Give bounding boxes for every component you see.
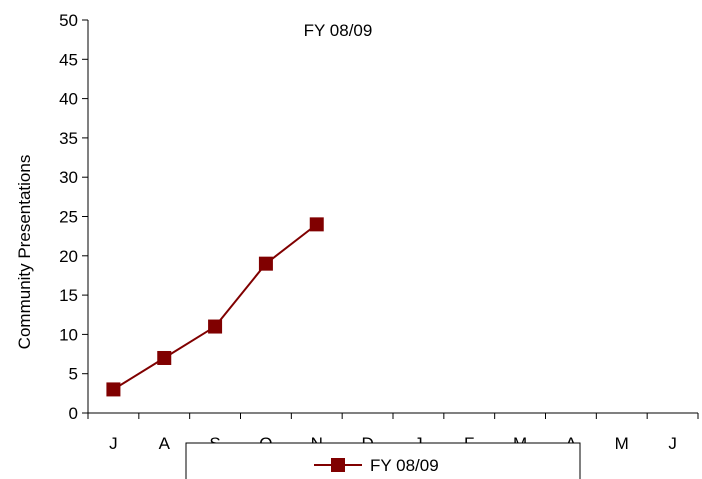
legend-label: FY 08/09 <box>370 456 439 475</box>
data-point <box>106 382 121 397</box>
y-tick-label: 10 <box>59 325 78 344</box>
y-tick-label: 0 <box>69 404 78 423</box>
data-point <box>309 217 324 232</box>
x-tick-label: A <box>159 434 171 453</box>
data-point <box>258 256 273 271</box>
y-tick-label: 25 <box>59 208 78 227</box>
legend: FY 08/09 <box>185 442 581 479</box>
x-tick-label: M <box>615 434 629 453</box>
legend-box <box>185 442 581 479</box>
data-point <box>208 319 223 334</box>
y-tick-label: 50 <box>59 11 78 30</box>
y-tick-labels: 0 5 10 15 20 25 30 35 40 45 50 <box>59 11 78 423</box>
chart-title: FY 08/09 <box>304 21 373 40</box>
y-tick-label: 40 <box>59 90 78 109</box>
y-tick-label: 45 <box>59 50 78 69</box>
legend-marker <box>331 458 345 472</box>
y-tick-label: 35 <box>59 129 78 148</box>
y-tick-label: 15 <box>59 286 78 305</box>
x-tick-label: J <box>668 434 677 453</box>
series-layer <box>106 217 324 397</box>
y-tick-label: 20 <box>59 247 78 266</box>
axes <box>82 19 699 419</box>
y-tick-label: 5 <box>69 365 78 384</box>
y-tick-label: 30 <box>59 168 78 187</box>
data-point <box>157 350 172 365</box>
series-line <box>112 223 318 391</box>
x-tick-label: J <box>109 434 118 453</box>
y-axis-label: Community Presentations <box>15 155 34 350</box>
